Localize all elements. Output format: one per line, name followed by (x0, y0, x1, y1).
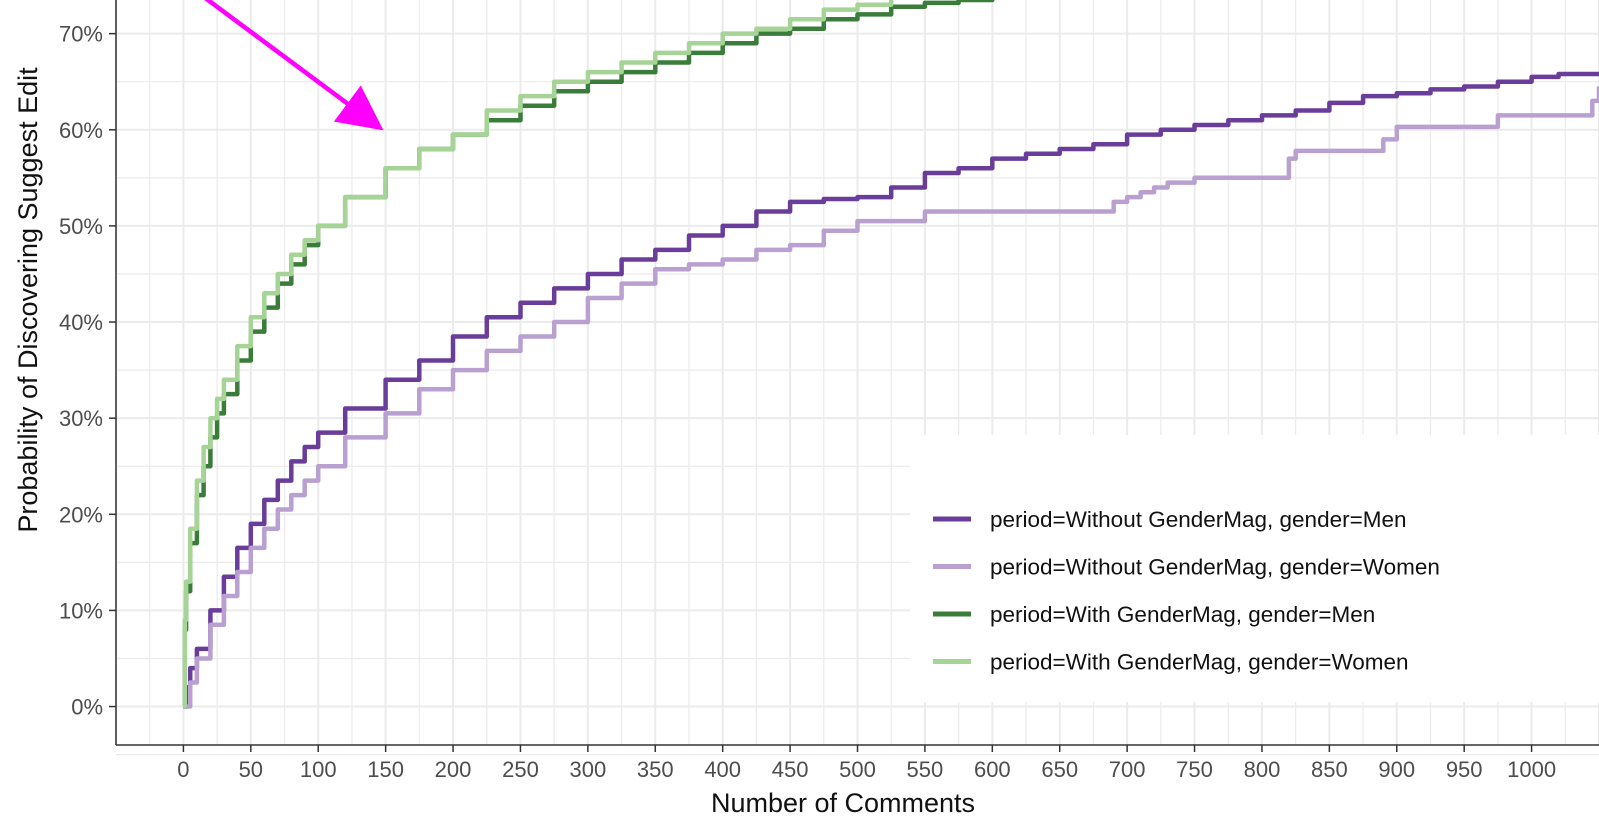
y-tick-label: 50% (59, 214, 103, 239)
x-tick-label: 450 (772, 757, 809, 782)
legend-label: period=Without GenderMag, gender=Men (990, 507, 1407, 532)
annotation-arrow (204, 0, 384, 131)
legend-label: period=With GenderMag, gender=Men (990, 602, 1375, 627)
x-tick-label: 350 (637, 757, 674, 782)
y-axis-title: Probability of Discovering Suggest Edit (13, 67, 43, 533)
annotation (204, 0, 384, 131)
x-axis-title: Number of Comments (711, 788, 975, 818)
x-tick-label: 800 (1244, 757, 1281, 782)
x-tick-label: 750 (1176, 757, 1213, 782)
x-tick-label: 1000 (1507, 757, 1556, 782)
x-tick-label: 700 (1109, 757, 1146, 782)
y-tick-label: 30% (59, 406, 103, 431)
x-tick-label: 650 (1041, 757, 1078, 782)
x-tick-label: 600 (974, 757, 1011, 782)
y-tick-label: 20% (59, 502, 103, 527)
y-tick-label: 0% (71, 695, 103, 720)
series-lines (182, 0, 1599, 709)
x-tick-label: 500 (839, 757, 876, 782)
x-tick-label: 50 (239, 757, 263, 782)
x-tick-label: 900 (1378, 757, 1415, 782)
x-tick-label: 550 (907, 757, 944, 782)
series-line-3 (182, 0, 995, 709)
legend-box (910, 435, 1599, 702)
series-line-1 (183, 71, 1599, 709)
x-tick-label: 200 (435, 757, 472, 782)
y-tick-label: 10% (59, 598, 103, 623)
tick-labels: 0 50 100 150 200 250 300 350 400 450 500 550 600 650 7… (59, 22, 1556, 782)
x-tick-label: 400 (704, 757, 741, 782)
legend-label: period=Without GenderMag, gender=Women (990, 555, 1440, 580)
y-tick-label: 70% (59, 22, 103, 47)
y-tick-label: 40% (59, 310, 103, 335)
x-tick-label: 150 (367, 757, 404, 782)
series-line-4 (182, 0, 894, 709)
x-tick-label: 100 (300, 757, 337, 782)
legend: period=Without GenderMag, gender=Men peri… (910, 435, 1599, 702)
x-tick-label: 0 (177, 757, 189, 782)
x-tick-label: 850 (1311, 757, 1348, 782)
x-tick-label: 950 (1446, 757, 1483, 782)
legend-label: period=With GenderMag, gender=Women (990, 650, 1409, 675)
y-tick-label: 60% (59, 118, 103, 143)
series-line-2 (183, 86, 1599, 709)
x-tick-label: 300 (570, 757, 607, 782)
x-tick-label: 250 (502, 757, 539, 782)
